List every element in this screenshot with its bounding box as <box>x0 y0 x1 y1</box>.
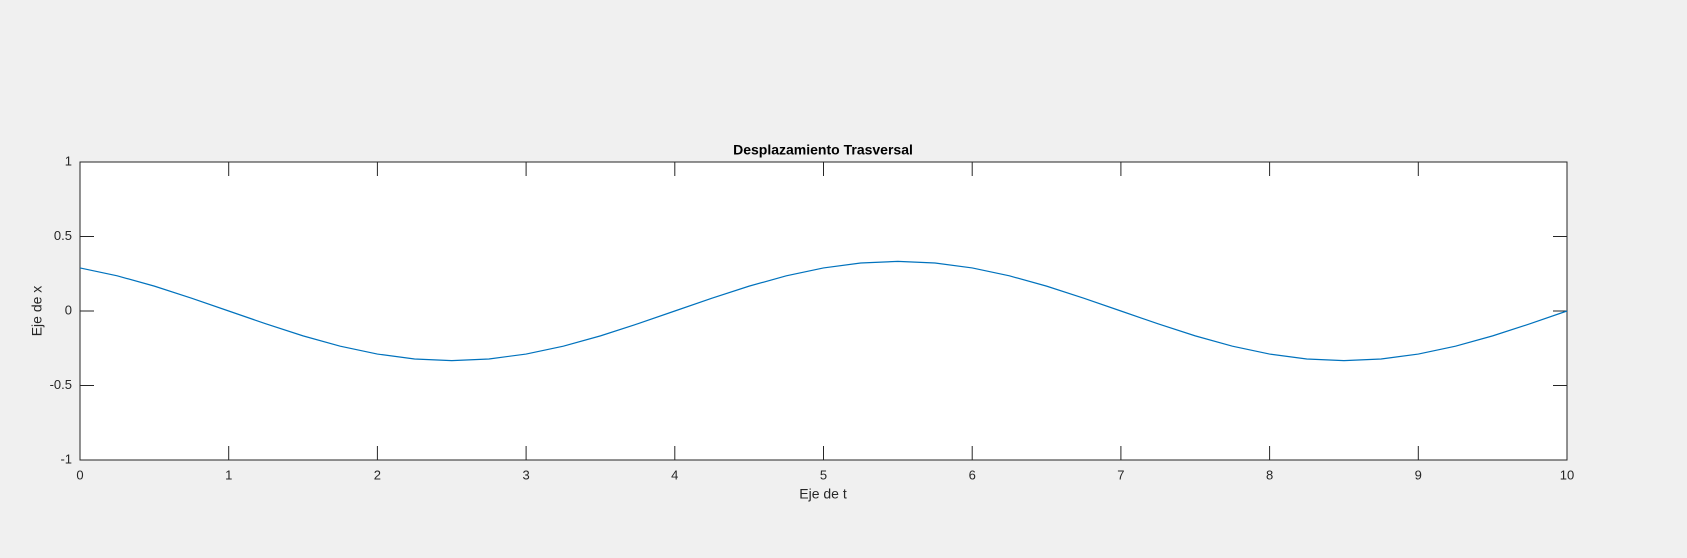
plot-area <box>79 161 1568 461</box>
x-tick-label: 7 <box>1117 467 1124 482</box>
x-axis-label: Eje de t <box>799 486 847 502</box>
chart-title: Desplazamiento Trasversal <box>733 142 913 158</box>
x-tick-label: 9 <box>1415 467 1422 482</box>
x-tick-label: 10 <box>1560 467 1574 482</box>
x-tick-label: 3 <box>522 467 529 482</box>
data-line <box>79 260 1568 362</box>
x-tick-label: 0 <box>76 467 83 482</box>
y-tick-label: 0 <box>65 302 72 317</box>
y-tick-label: -1 <box>60 451 72 466</box>
x-tick-label: 8 <box>1266 467 1273 482</box>
y-tick-label: 1 <box>65 153 72 168</box>
x-tick-label: 2 <box>374 467 381 482</box>
y-axis-label: Eje de x <box>29 286 45 337</box>
x-tick-label: 6 <box>969 467 976 482</box>
y-tick-label: -0.5 <box>50 377 72 392</box>
x-tick-label: 1 <box>225 467 232 482</box>
y-tick-label: 0.5 <box>54 228 72 243</box>
x-tick-label: 5 <box>820 467 827 482</box>
x-tick-label: 4 <box>671 467 678 482</box>
